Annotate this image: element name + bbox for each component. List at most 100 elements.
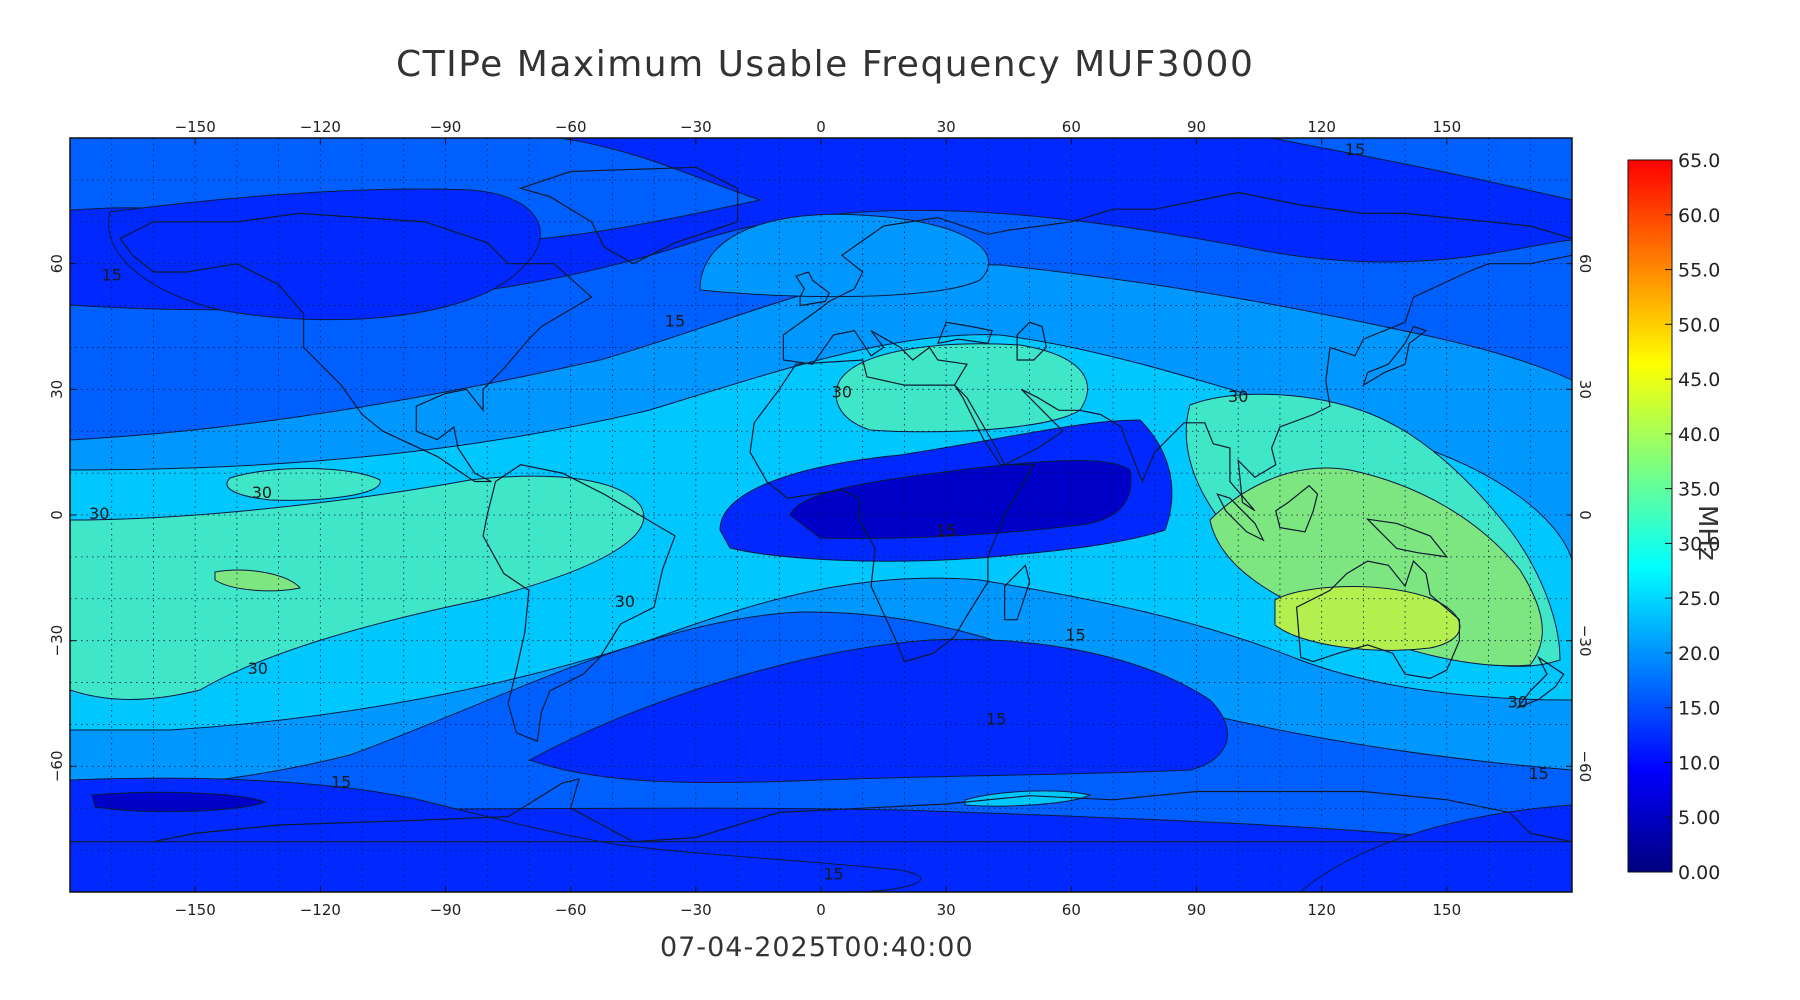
coast-madagascar: [1004, 564, 1031, 621]
contour-band-5mhz-equator: [789, 460, 1132, 539]
colorbar-tick-label: 5.00: [1678, 807, 1720, 829]
lat-tick-label-right: 30: [1576, 380, 1594, 399]
lon-tick-label-top: 0: [816, 118, 826, 136]
contour-band-10mhz-sw: [70, 777, 922, 892]
lat-lon-grid: [70, 138, 1572, 892]
lat-tick-label-right: 0: [1576, 510, 1594, 520]
colorbar-tick-label: 45.0: [1678, 369, 1720, 391]
lon-tick-label-top: −60: [555, 118, 587, 136]
lon-tick-label-bottom: 150: [1433, 901, 1462, 919]
lat-tick-label-right: −60: [1576, 751, 1594, 783]
lon-tick-label-bottom: 120: [1307, 901, 1336, 919]
contour-label: 30: [832, 383, 852, 402]
lon-tick-label-top: 60: [1062, 118, 1081, 136]
coast-borneo: [1275, 484, 1319, 533]
lon-tick-label-top: −30: [680, 118, 712, 136]
contour-band-30mhz-africa: [835, 343, 1088, 433]
contour-label: 30: [615, 592, 635, 611]
coast-africa: [749, 359, 1035, 663]
coast-arabia-caspian: [1016, 321, 1047, 361]
contour-label: 15: [1528, 764, 1548, 783]
colorbar-tick-label: 65.0: [1678, 150, 1720, 172]
contour-label: 15: [102, 265, 122, 284]
colorbar-tick-label: 10.0: [1678, 752, 1720, 774]
contour-label: 30: [1508, 693, 1528, 712]
lat-tick-label-left: 60: [48, 254, 66, 273]
lon-tick-label-bottom: −150: [175, 901, 216, 919]
colorbar-tick-label: 35.0: [1678, 479, 1720, 501]
contour-band-35mhz-pacific: [214, 569, 301, 592]
contour-label: 30: [252, 483, 272, 502]
contour-label: 15: [331, 772, 351, 791]
coast-uk: [795, 271, 831, 307]
contour-label: 30: [89, 504, 109, 523]
contour-band-5mhz-sw: [91, 791, 267, 813]
muf-contour-fill: [70, 138, 1572, 892]
coast-north-america: [119, 212, 593, 483]
colorbar: 0.00 5.00 10.0 15.0 20.0 25.0 30.0 35.0 40.0 45.0…: [1627, 150, 1720, 884]
colorbar-tick-label: 50.0: [1678, 314, 1720, 336]
axis-ticks: −150 −150 −120 −120 −90 −90 −60 −60 −30 −30 0 0 30 30…: [48, 118, 1594, 919]
lon-tick-label-bottom: −120: [300, 901, 341, 919]
colorbar-tick-label: 0.00: [1678, 862, 1720, 884]
coast-black-sea: [936, 321, 993, 345]
lat-tick-label-left: 0: [48, 510, 66, 520]
contour-label: 15: [823, 864, 843, 883]
lat-tick-label-left: 30: [48, 380, 66, 399]
lon-tick-label-bottom: −30: [680, 901, 712, 919]
colorbar-tick-label: 40.0: [1678, 424, 1720, 446]
contour-label: 30: [1228, 387, 1248, 406]
lat-tick-label-left: −60: [48, 751, 66, 783]
colorbar-tick-label: 30.0: [1678, 533, 1720, 555]
coast-eurasia: [782, 191, 1572, 512]
colorbar-tick-label: 55.0: [1678, 260, 1720, 282]
lat-tick-label-left: −30: [48, 625, 66, 657]
colorbar-ramp: [1627, 159, 1673, 873]
contour-band-15mhz-ne: [1271, 138, 1572, 201]
lon-tick-label-bottom: −60: [555, 901, 587, 919]
lon-tick-label-top: −90: [430, 118, 462, 136]
colorbar-tick-label: 15.0: [1678, 698, 1720, 720]
contour-band-10mhz-south: [528, 638, 1228, 784]
coast-new-guinea: [1365, 518, 1449, 558]
lat-tick-label-right: 60: [1576, 254, 1594, 273]
contour-label: 15: [665, 312, 685, 331]
lon-tick-label-top: 120: [1307, 118, 1336, 136]
contour-band-30mhz-pacific: [226, 468, 381, 501]
contour-band-10mhz-se: [1299, 804, 1572, 892]
map-title: CTIPe Maximum Usable Frequency MUF3000: [396, 44, 1255, 85]
coast-australia: [1295, 559, 1460, 680]
lon-tick-label-top: 90: [1187, 118, 1206, 136]
contour-label: 15: [986, 709, 1006, 728]
contour-label: 15: [1345, 140, 1365, 159]
coast-south-america: [482, 464, 676, 743]
lon-tick-label-bottom: 60: [1062, 901, 1081, 919]
contour-label: 30: [248, 659, 268, 678]
lon-tick-label-top: 30: [937, 118, 956, 136]
coast-sumatra: [1216, 493, 1265, 542]
coast-new-zealand: [1516, 655, 1565, 710]
lon-tick-label-bottom: 0: [816, 901, 826, 919]
timestamp-label: 07-04-2025T00:40:00: [660, 932, 974, 963]
coast-japan: [1362, 325, 1428, 387]
colorbar-tick-label: 20.0: [1678, 643, 1720, 665]
coast-greenland: [518, 166, 739, 265]
colorbar-tick-label: 60.0: [1678, 205, 1720, 227]
lon-tick-label-top: −120: [300, 118, 341, 136]
contour-band-20mhz-europe: [699, 213, 990, 298]
colorbar-tick-label: 25.0: [1678, 588, 1720, 610]
contour-band-25mhz-antarctic: [964, 790, 1092, 807]
lat-tick-label-right: −30: [1576, 625, 1594, 657]
contour-labels: 15 15 15 30 30 30 30 15 30 30 15 15 15 30 15 15: [89, 140, 1549, 884]
colorbar-units-label: MHz: [1692, 505, 1722, 561]
contour-label: 15: [1065, 626, 1085, 645]
coastlines: [70, 166, 1572, 843]
contour-band-30mhz: [70, 475, 645, 700]
lon-tick-label-bottom: 90: [1187, 901, 1206, 919]
contour-label: 15: [936, 521, 956, 540]
lon-tick-label-bottom: 30: [937, 901, 956, 919]
lon-tick-label-bottom: −90: [430, 901, 462, 919]
lon-tick-label-top: −150: [175, 118, 216, 136]
lon-tick-label-top: 150: [1433, 118, 1462, 136]
